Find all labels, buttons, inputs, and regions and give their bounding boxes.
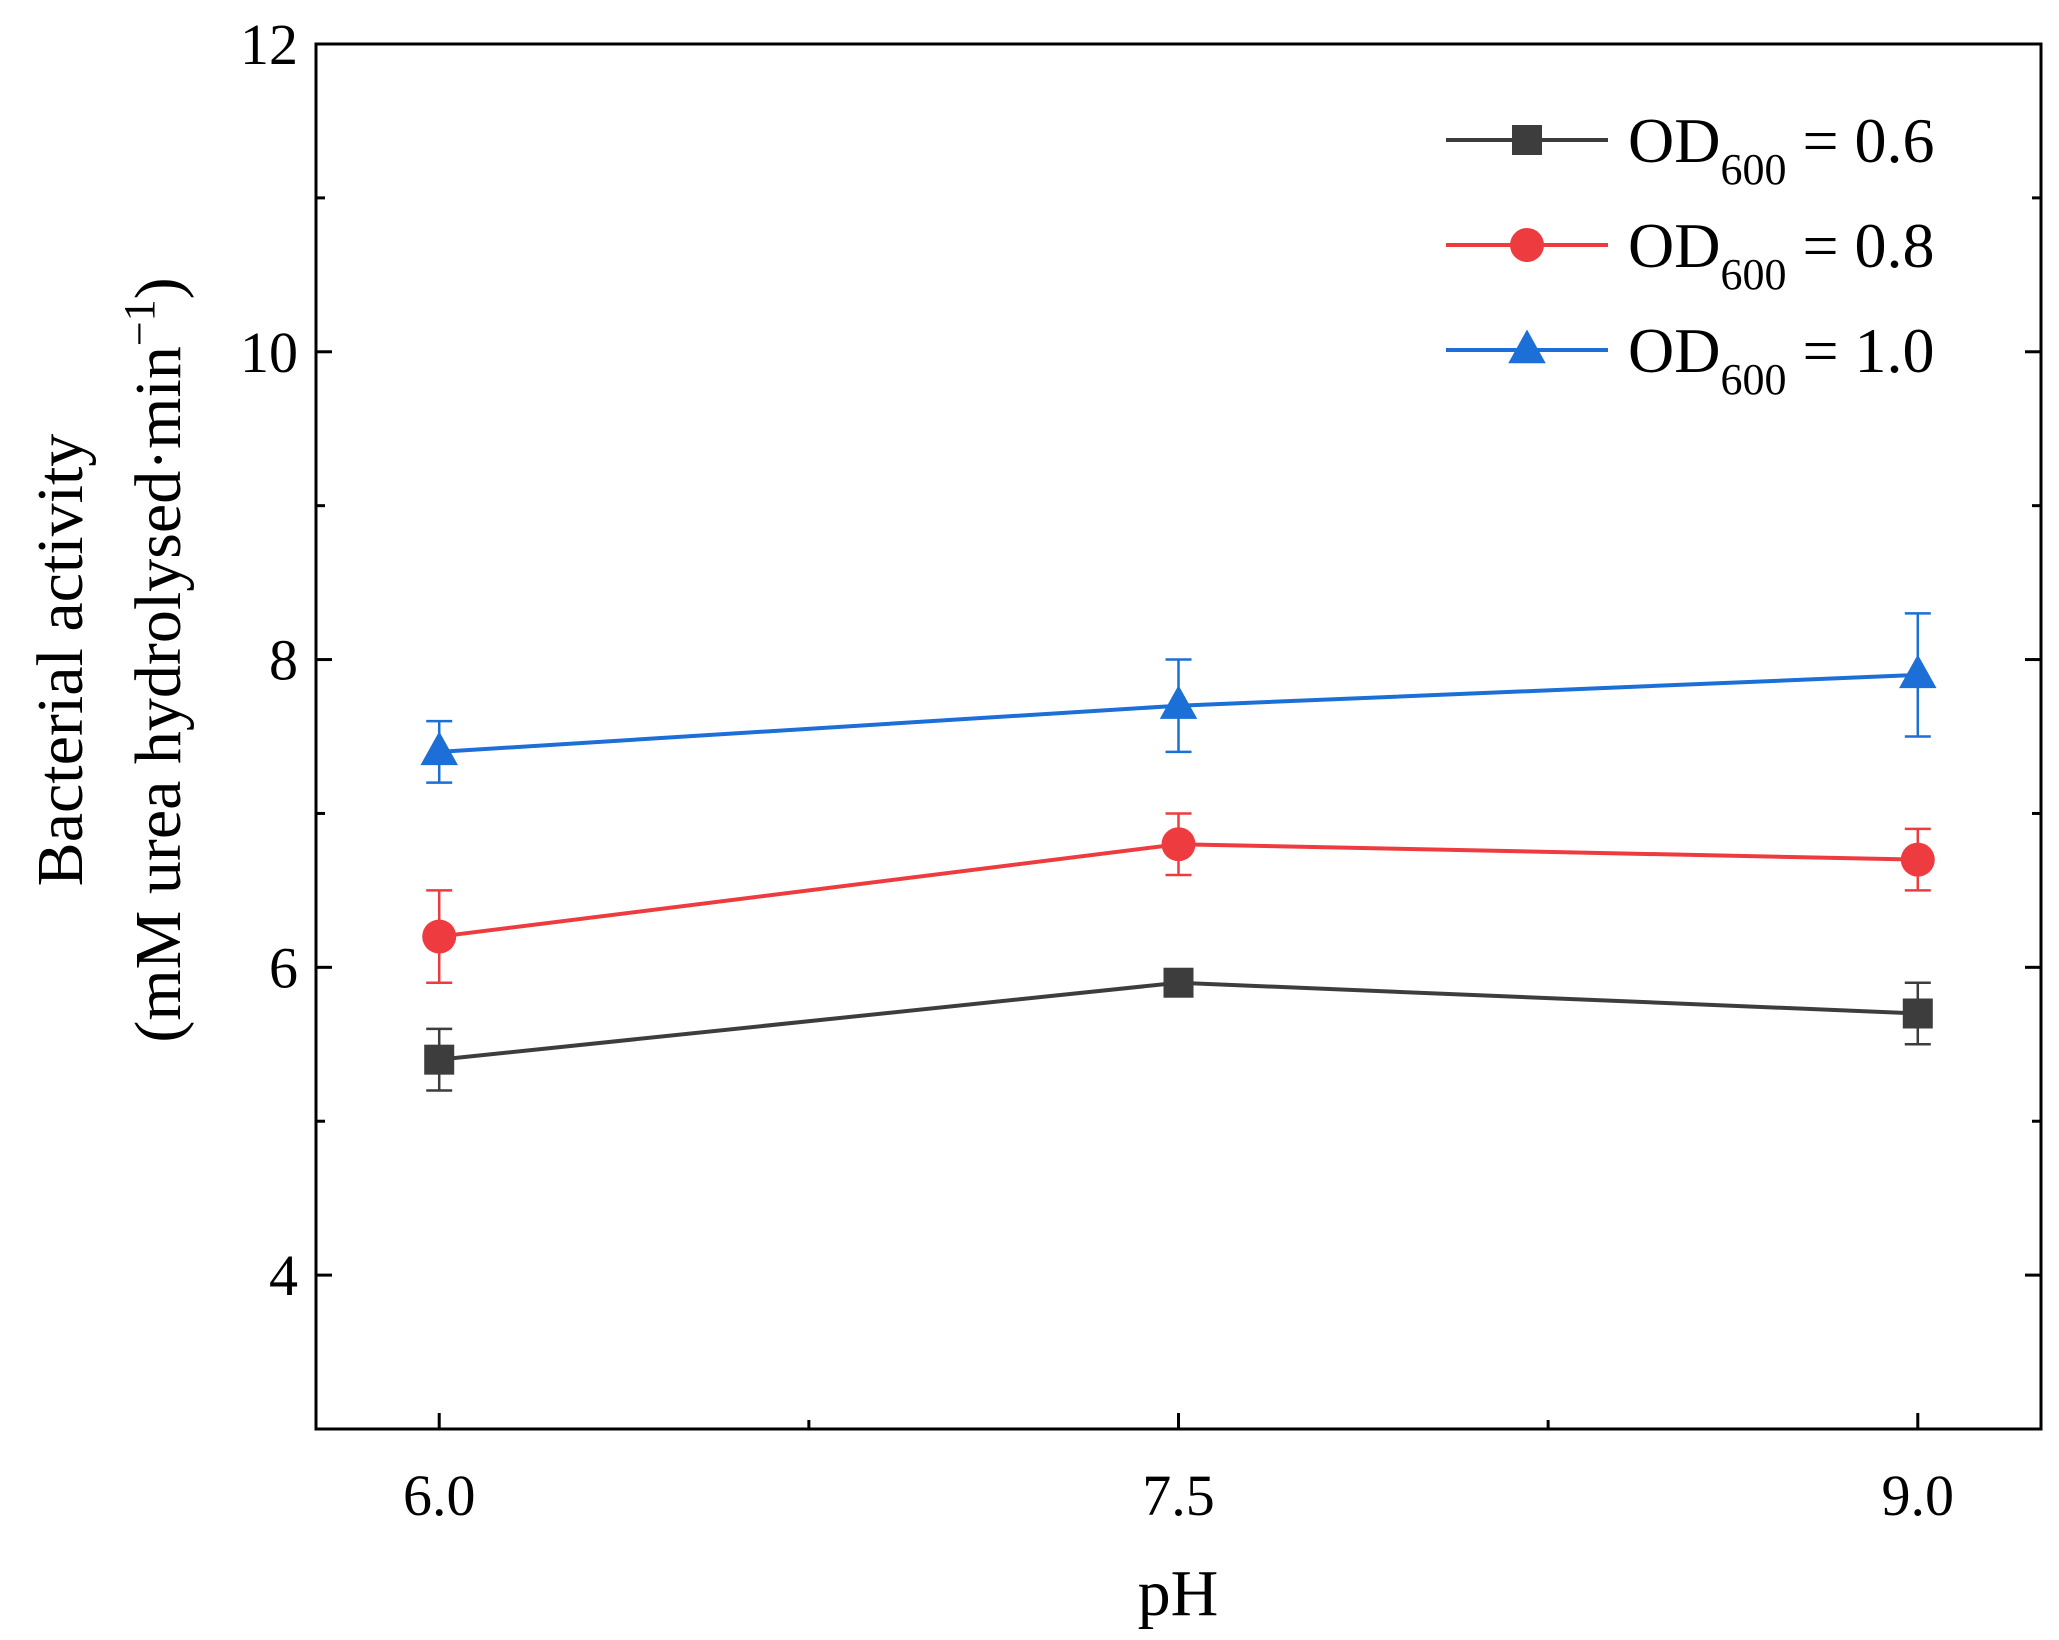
series-triangle — [420, 612, 1937, 784]
axis-ticks: 4 6 8 10 12 6.0 7.5 9.0 — [240, 12, 2041, 1528]
data-point — [1163, 967, 1194, 998]
y-axis-title-line1: Bacterial activity — [24, 434, 97, 887]
data-point — [1161, 827, 1196, 862]
y-tick-label: 10 — [240, 320, 298, 385]
x-tick-label: 6.0 — [403, 1463, 476, 1528]
legend-marker — [1508, 329, 1546, 364]
legend-label-value: = 0.6 — [1786, 105, 1934, 176]
data-point — [422, 919, 457, 954]
data-point — [1900, 842, 1935, 877]
y-axis-title-line2: (mM urea hydrolysed·min−1) — [115, 277, 195, 1042]
series-layer — [420, 612, 1937, 1092]
data-point — [424, 1044, 455, 1075]
legend-label-main: OD — [1628, 210, 1720, 281]
legend-label-value: = 0.8 — [1786, 210, 1934, 281]
legend-label-main: OD — [1628, 105, 1720, 176]
y-tick-label: 12 — [240, 12, 298, 77]
series-circle — [422, 812, 1935, 984]
y-axis-unit-close: ) — [122, 277, 195, 299]
y-tick-label: 4 — [269, 1243, 298, 1308]
legend-label-main: OD — [1628, 315, 1720, 386]
legend-item: OD600 = 0.6 — [1446, 105, 1935, 194]
legend-marker — [1510, 228, 1544, 262]
y-tick-label: 8 — [269, 628, 298, 693]
x-tick-label: 7.5 — [1142, 1463, 1215, 1528]
legend-label-value: = 1.0 — [1786, 315, 1934, 386]
x-axis-title: pH — [1138, 1557, 1219, 1630]
legend-item: OD600 = 0.8 — [1446, 210, 1935, 299]
y-axis-unit: (mM urea hydrolysed·min — [122, 346, 195, 1043]
x-tick-label: 9.0 — [1882, 1463, 1955, 1528]
legend-label-subscript: 600 — [1720, 250, 1786, 299]
data-point — [1899, 654, 1937, 689]
y-axis-title: Bacterial activity — [24, 434, 97, 887]
data-point — [1902, 998, 1933, 1029]
legend-label-subscript: 600 — [1720, 145, 1786, 194]
y-tick-label: 6 — [269, 935, 298, 1000]
legend-item: OD600 = 1.0 — [1446, 315, 1935, 404]
legend-label: OD600 = 0.6 — [1628, 105, 1935, 194]
y-axis-unit-exponent: −1 — [115, 299, 164, 346]
legend-label-subscript: 600 — [1720, 355, 1786, 404]
series-square — [424, 967, 1933, 1092]
legend-label: OD600 = 1.0 — [1628, 315, 1935, 404]
data-point — [420, 731, 458, 766]
y-axis-subtitle: (mM urea hydrolysed·min−1) — [115, 277, 195, 1042]
legend-label: OD600 = 0.8 — [1628, 210, 1935, 299]
data-point — [1159, 685, 1198, 719]
legend-marker — [1512, 125, 1542, 155]
